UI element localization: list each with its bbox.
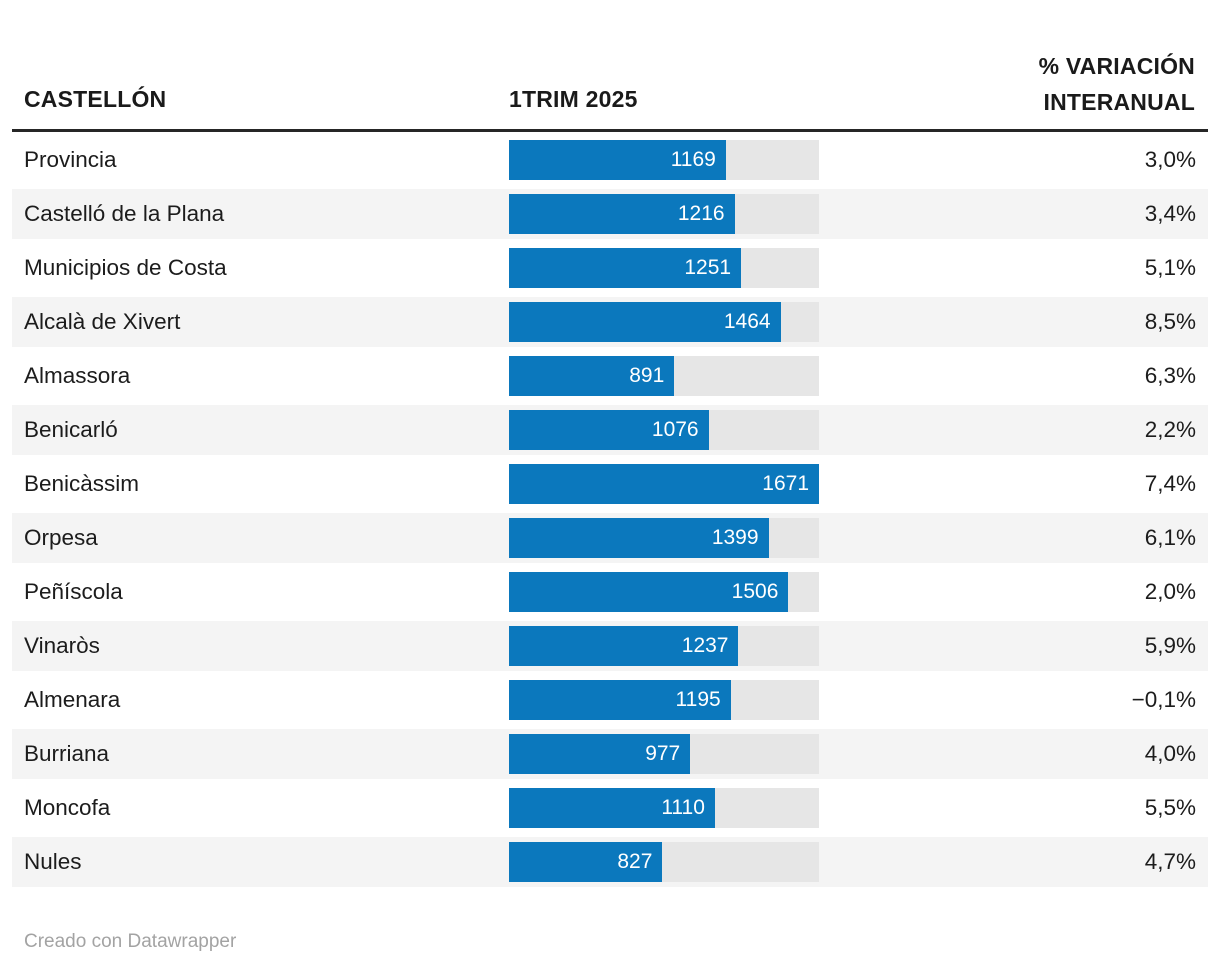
table-row: Vinaròs 1237 5,9%	[12, 619, 1208, 673]
column-header-variation: % VARIACIÓN INTERANUAL	[1039, 48, 1195, 120]
bar-fill: 977	[509, 734, 691, 774]
variation-value: 6,3%	[1144, 363, 1196, 388]
variation-value: −0,1%	[1131, 687, 1196, 712]
table-row: Alcalà de Xivert 1464 8,5%	[12, 295, 1208, 349]
bar-fill: 891	[509, 356, 675, 396]
bar-track: 1251	[509, 248, 819, 288]
bar-value-label: 1671	[762, 472, 809, 495]
variation-value: 2,0%	[1144, 579, 1196, 604]
variation-value: 4,0%	[1144, 741, 1196, 766]
row-label: Nules	[24, 849, 82, 874]
bar-track: 1237	[509, 626, 819, 666]
table-row: Nules 827 4,7%	[12, 835, 1208, 889]
table-row: Provincia 1169 3,0%	[12, 133, 1208, 187]
column-header-variation-line1: % VARIACIÓN	[1038, 53, 1195, 79]
bar-fill: 1195	[509, 680, 731, 720]
bar-value-label: 1237	[681, 634, 729, 657]
table-row: Benicàssim 1671 7,4%	[12, 457, 1208, 511]
bar-fill: 1076	[509, 410, 709, 450]
bar-value-label: 1076	[651, 418, 699, 441]
column-header-region: CASTELLÓN	[24, 86, 167, 112]
bar-value-label: 1464	[723, 310, 771, 333]
bar-track: 1399	[509, 518, 819, 558]
row-label: Municipios de Costa	[24, 255, 227, 280]
table-row: Almassora 891 6,3%	[12, 349, 1208, 403]
bar-track: 1671	[509, 464, 819, 504]
row-label: Almassora	[24, 363, 131, 388]
table-row: Peñíscola 1506 2,0%	[12, 565, 1208, 619]
table-body: Provincia 1169 3,0% Castelló de la Plana…	[12, 133, 1208, 889]
bar-fill: 1671	[509, 464, 819, 504]
variation-value: 3,4%	[1144, 201, 1196, 226]
bar-value-label: 827	[617, 850, 653, 873]
variation-value: 3,0%	[1144, 147, 1196, 172]
variation-value: 4,7%	[1144, 849, 1196, 874]
bar-value-label: 1399	[711, 526, 759, 549]
bar-track: 827	[509, 842, 819, 882]
row-label: Vinaròs	[24, 633, 100, 658]
bar-value-label: 1506	[731, 580, 779, 603]
credit-line: Creado con Datawrapper	[24, 931, 237, 952]
bar-value-label: 977	[645, 742, 681, 765]
row-label: Provincia	[24, 147, 117, 172]
variation-value: 5,5%	[1144, 795, 1196, 820]
bar-fill: 1506	[509, 572, 789, 612]
row-label: Castelló de la Plana	[24, 201, 225, 226]
variation-value: 5,1%	[1144, 255, 1196, 280]
bar-value-label: 891	[629, 364, 665, 387]
variation-value: 2,2%	[1144, 417, 1196, 442]
table-row: Municipios de Costa 1251 5,1%	[12, 241, 1208, 295]
variation-value: 5,9%	[1144, 633, 1196, 658]
bar-fill: 1216	[509, 194, 735, 234]
row-label: Moncofa	[24, 795, 111, 820]
bar-fill: 1169	[509, 140, 726, 180]
bar-fill: 1399	[509, 518, 769, 558]
row-label: Benicarló	[24, 417, 118, 442]
table-row: Castelló de la Plana 1216 3,4%	[12, 187, 1208, 241]
bar-track: 1169	[509, 140, 819, 180]
row-label: Peñíscola	[24, 579, 123, 604]
bar-track: 977	[509, 734, 819, 774]
row-label: Benicàssim	[24, 471, 140, 496]
bar-track: 1110	[509, 788, 819, 828]
bar-track: 1464	[509, 302, 819, 342]
table-row: Almenara 1195 −0,1%	[12, 673, 1208, 727]
variation-value: 8,5%	[1144, 309, 1196, 334]
bar-value-label: 1216	[677, 202, 725, 225]
bar-fill: 1110	[509, 788, 715, 828]
row-label: Orpesa	[24, 525, 98, 550]
column-header-period: 1TRIM 2025	[509, 86, 638, 112]
bar-value-label: 1251	[684, 256, 732, 279]
column-header-variation-line2: INTERANUAL	[1043, 89, 1195, 115]
bar-value-label: 1195	[675, 688, 721, 711]
bar-track: 1195	[509, 680, 819, 720]
header-divider-rule	[12, 129, 1208, 132]
row-label: Almenara	[24, 687, 121, 712]
bar-value-label: 1110	[661, 796, 705, 819]
bar-fill: 1251	[509, 248, 742, 288]
row-label: Alcalà de Xivert	[24, 309, 181, 334]
bar-track: 1216	[509, 194, 819, 234]
variation-value: 6,1%	[1144, 525, 1196, 550]
bar-fill: 827	[509, 842, 663, 882]
bar-fill: 1237	[509, 626, 739, 666]
bar-value-label: 1169	[670, 148, 716, 171]
table-row: Benicarló 1076 2,2%	[12, 403, 1208, 457]
row-label: Burriana	[24, 741, 110, 766]
table-row: Orpesa 1399 6,1%	[12, 511, 1208, 565]
table-row: Moncofa 1110 5,5%	[12, 781, 1208, 835]
table-row: Burriana 977 4,0%	[12, 727, 1208, 781]
bar-track: 1076	[509, 410, 819, 450]
variation-value: 7,4%	[1144, 471, 1196, 496]
bar-fill: 1464	[509, 302, 781, 342]
bar-track: 1506	[509, 572, 819, 612]
bar-track: 891	[509, 356, 819, 396]
